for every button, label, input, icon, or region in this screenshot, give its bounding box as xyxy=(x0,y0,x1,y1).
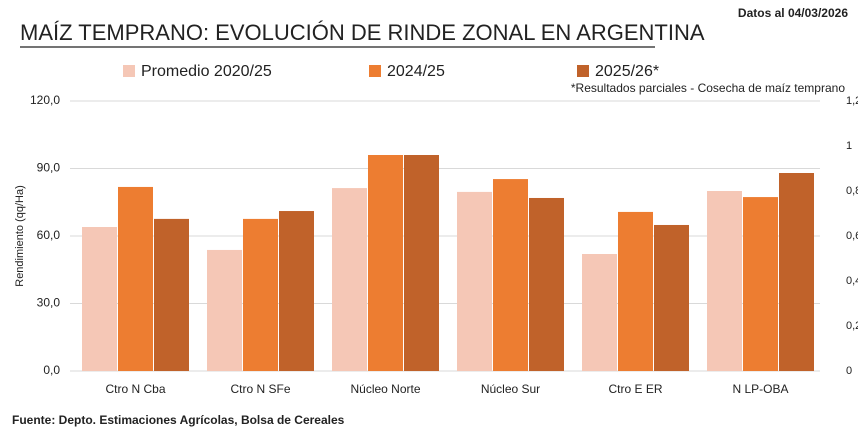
x-tick-label: Ctro E ER xyxy=(608,382,662,396)
bar xyxy=(243,218,278,371)
legend-swatch xyxy=(123,65,135,77)
bar xyxy=(279,211,314,371)
y2-tick-label: 0,8 xyxy=(846,185,858,197)
y2-tick-label: 0 xyxy=(846,365,852,377)
bar xyxy=(404,155,439,371)
legend-label: 2025/26* xyxy=(595,63,659,80)
chart-title: MAÍZ TEMPRANO: EVOLUCIÓN DE RINDE ZONAL … xyxy=(20,20,705,45)
bar xyxy=(779,173,814,371)
bar xyxy=(529,197,564,371)
bar xyxy=(618,211,653,371)
y-tick-label: 60,0 xyxy=(37,228,61,242)
x-tick-label: N LP-OBA xyxy=(732,382,788,396)
x-tick-label: Núcleo Norte xyxy=(350,382,420,396)
note: *Resultados parciales - Cosecha de maíz … xyxy=(571,81,845,95)
bar xyxy=(743,197,778,371)
y2-tick-label: 0,4 xyxy=(846,275,858,287)
date-note: Datos al 04/03/2026 xyxy=(738,6,848,20)
y2-tick-label: 1 xyxy=(846,140,852,152)
bar xyxy=(707,191,742,371)
y2-tick-label: 1,2 xyxy=(846,95,858,107)
legend-label: 2024/25 xyxy=(387,63,445,80)
legend-label: Promedio 2020/25 xyxy=(141,63,272,80)
bar xyxy=(332,188,367,371)
legend-swatch xyxy=(577,65,589,77)
y-tick-label: 90,0 xyxy=(37,161,61,175)
y2-tick-label: 0,6 xyxy=(846,230,858,242)
bar xyxy=(654,224,689,371)
bar xyxy=(118,186,153,371)
source: Fuente: Depto. Estimaciones Agrícolas, B… xyxy=(12,413,345,427)
y-tick-label: 0,0 xyxy=(43,363,60,377)
bar xyxy=(493,179,528,371)
bar xyxy=(154,218,189,371)
x-tick-label: Ctro N Cba xyxy=(105,382,165,396)
x-tick-label: Ctro N SFe xyxy=(230,382,290,396)
bar xyxy=(368,155,403,371)
bar xyxy=(457,191,492,371)
y-axis-label: Rendimiento (qq/Ha) xyxy=(14,185,26,287)
x-tick-label: Núcleo Sur xyxy=(481,382,540,396)
y-tick-label: 120,0 xyxy=(30,93,60,107)
y2-tick-label: 0,2 xyxy=(846,320,858,332)
bar xyxy=(582,254,617,371)
legend-swatch xyxy=(369,65,381,77)
bar xyxy=(82,227,117,371)
bar xyxy=(207,249,242,371)
y-tick-label: 30,0 xyxy=(37,296,61,310)
